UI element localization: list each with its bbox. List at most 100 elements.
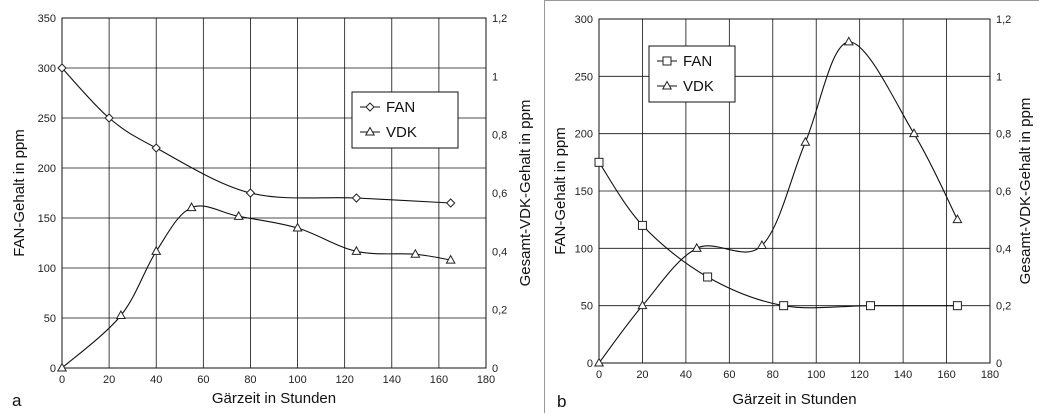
- a-x-tick-label: 160: [430, 374, 448, 386]
- a-plot-frame: [61, 17, 487, 369]
- b-x-axis-title: Gärzeit in Stunden: [732, 391, 856, 408]
- b-x-tick-label: 80: [767, 369, 779, 381]
- a-y-tick-label: 50: [44, 313, 56, 325]
- b-series-fan-point: [637, 220, 647, 230]
- chart-a: 0 20 40 60 80 100 120 140 160 1800501001502002503…: [11, 13, 534, 410]
- b-series-vdk-point: [908, 128, 920, 138]
- b-x-tick-label: 100: [807, 369, 825, 381]
- a-x-tick-label: 120: [335, 374, 353, 386]
- a-x-axis-title: Gärzeit in Stunden: [212, 390, 336, 407]
- b-x-tick-label: 140: [894, 369, 912, 381]
- a-panel-letter: a: [12, 391, 22, 410]
- a-x-tick-label: 0: [59, 374, 65, 386]
- a-y-tick-label: 200: [38, 163, 56, 175]
- b-y2-axis-title: Gesamt-VDK-Gehalt in ppm: [1017, 98, 1034, 285]
- a-series-vdk-point: [233, 210, 244, 220]
- b-legend-label-fan: FAN: [683, 53, 712, 70]
- b-series-vdk-point: [800, 136, 811, 146]
- b-legend-marker-fan: [662, 56, 672, 66]
- b-y2-tick-label: 0,6: [996, 186, 1011, 198]
- b-series-fan-point: [779, 301, 789, 311]
- b-series-vdk-point: [593, 357, 605, 367]
- b-y2-tick-label: 0: [996, 358, 1002, 370]
- a-y-tick-label: 350: [38, 13, 56, 25]
- a-x-tick-label: 40: [150, 374, 162, 386]
- b-series-fan-point: [594, 157, 604, 167]
- b-series-vdk-point: [952, 214, 963, 224]
- a-y-tick-label: 300: [38, 63, 56, 75]
- a-legend-label-fan: FAN: [386, 99, 415, 116]
- b-y-tick-label: 150: [575, 186, 593, 198]
- a-series-fan-point: [104, 113, 114, 123]
- a-series-vdk-line: [61, 205, 451, 369]
- a-y2-tick-label: 0,8: [492, 130, 507, 142]
- b-legend-marker-vdk: [661, 80, 673, 90]
- a-series-vdk-point: [445, 254, 456, 264]
- b-series-vdk-line: [598, 41, 958, 364]
- a-y2-tick-label: 1,2: [492, 13, 507, 25]
- a-series-vdk-point: [151, 245, 162, 255]
- a-series-vdk-point: [292, 222, 303, 232]
- b-x-tick-label: 20: [636, 369, 648, 381]
- a-series-fan-point: [445, 198, 456, 208]
- a-y-tick-label: 250: [38, 113, 56, 125]
- b-y2-tick-label: 0,8: [996, 129, 1011, 141]
- b-y2-tick-label: 1,2: [996, 14, 1011, 26]
- a-legend: [351, 91, 459, 149]
- a-y2-axis-title: Gesamt-VDK-Gehalt in ppm: [517, 100, 534, 287]
- a-y2-tick-label: 0,6: [492, 188, 507, 200]
- b-y2-tick-label: 0,2: [996, 301, 1011, 313]
- a-series-fan-point: [351, 193, 362, 203]
- a-x-tick-label: 60: [197, 374, 209, 386]
- a-x-tick-label: 180: [477, 374, 495, 386]
- b-series-vdk-point: [691, 242, 702, 252]
- b-x-tick-label: 40: [680, 369, 692, 381]
- b-y-tick-label: 100: [575, 243, 593, 255]
- b-x-tick-label: 60: [723, 369, 735, 381]
- chart-b: 0 20 40 60 80 100 120 140 160 1800501001502002503…: [552, 14, 1034, 411]
- b-y-tick-label: 200: [575, 129, 593, 141]
- a-y2-tick-label: 1: [492, 71, 498, 83]
- b-y2-tick-label: 1: [996, 71, 1002, 83]
- a-series-vdk-point: [115, 309, 126, 319]
- a-series-fan-point: [57, 63, 67, 73]
- a-y2-tick-label: 0,4: [492, 246, 507, 258]
- a-y2-tick-label: 0,2: [492, 305, 507, 317]
- a-x-tick-label: 100: [288, 374, 306, 386]
- b-series-fan-point: [866, 301, 876, 311]
- b-y2-tick-label: 0,4: [996, 243, 1011, 255]
- b-x-tick-label: 0: [596, 369, 602, 381]
- b-y-tick-label: 0: [587, 358, 593, 370]
- b-y-tick-label: 250: [575, 71, 593, 83]
- b-y-axis-title: FAN-Gehalt in ppm: [552, 127, 569, 255]
- b-series-fan-point: [952, 301, 962, 311]
- a-legend-marker-vdk: [364, 126, 376, 136]
- chart-panel-a: 0 20 40 60 80 100 120 140 160 180 0 50 100 150 200 250 3…: [11, 13, 534, 410]
- a-series-fan-point: [245, 188, 256, 198]
- a-y-axis-title: FAN-Gehalt in ppm: [11, 129, 28, 257]
- b-y-tick-label: 300: [575, 14, 593, 26]
- b-legend: [648, 45, 736, 103]
- a-series-fan-point: [151, 143, 161, 153]
- b-panel-letter: b: [557, 392, 566, 411]
- b-series-vdk-point: [637, 300, 648, 310]
- a-y-tick-label: 150: [38, 213, 56, 225]
- a-series-vdk-point: [410, 248, 421, 258]
- a-legend-marker-fan: [365, 102, 375, 112]
- b-series-vdk-point: [843, 36, 854, 46]
- b-x-tick-label: 120: [850, 369, 868, 381]
- b-x-tick-label: 180: [981, 369, 999, 381]
- a-series-vdk-point: [56, 362, 68, 372]
- a-y2-tick-label: 0: [492, 363, 498, 375]
- a-series-vdk-point: [186, 202, 197, 212]
- b-legend-label-vdk: VDK: [683, 78, 714, 95]
- b-plot-frame: [598, 18, 991, 364]
- a-y-tick-label: 100: [38, 263, 56, 275]
- a-x-tick-label: 80: [244, 374, 256, 386]
- b-series-fan-point: [703, 272, 713, 282]
- b-series-vdk-point: [756, 239, 767, 249]
- a-x-tick-label: 140: [383, 374, 401, 386]
- b-x-tick-label: 160: [937, 369, 955, 381]
- a-x-tick-label: 20: [103, 374, 115, 386]
- a-legend-label-vdk: VDK: [386, 124, 417, 141]
